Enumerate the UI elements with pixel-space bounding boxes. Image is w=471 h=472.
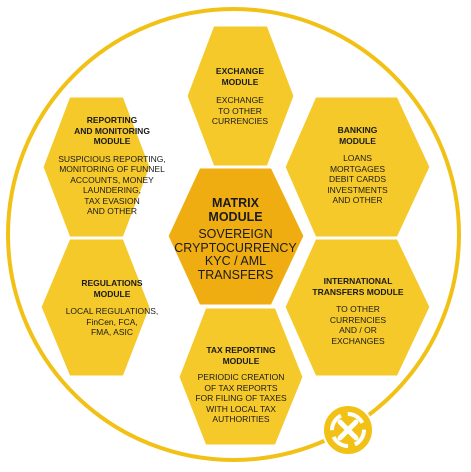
matrix-logo-icon bbox=[322, 404, 374, 456]
banking-module-title: BANKING MODULE bbox=[337, 125, 378, 146]
regulations-module-title: REGULATIONS MODULE bbox=[81, 278, 143, 299]
regulations-module-body: LOCAL REGULATIONS, FinCen, FCA, FMA, ASI… bbox=[65, 306, 159, 337]
hex-international bbox=[282, 236, 433, 379]
international-module-title: INTERNATIONAL TRANSFERS MODULE bbox=[312, 276, 404, 297]
outer-ring bbox=[6, 7, 461, 462]
reporting-module-body: SUSPICIOUS REPORTING, MONITORING OF FUNN… bbox=[58, 153, 166, 217]
regulations-module: REGULATIONS MODULE LOCAL REGULATIONS, Fi… bbox=[48, 278, 176, 338]
tax-module-title: TAX REPORTING MODULE bbox=[206, 345, 276, 366]
exchange-module-title: EXCHANGE MODULE bbox=[215, 66, 265, 87]
exchange-module-body: EXCHANGE TO OTHER CURRENCIES bbox=[211, 95, 269, 126]
international-module-body: TO OTHER CURRENCIES AND / OR EXCHANGES bbox=[329, 304, 387, 346]
international-module: INTERNATIONAL TRANSFERS MODULE TO OTHER … bbox=[292, 276, 424, 346]
banking-module: BANKING MODULE LOANS MORTGAGES DEBIT CAR… bbox=[300, 125, 415, 206]
tax-module-body: PERIODIC CREATION OF TAX REPORTS FOR FIL… bbox=[195, 372, 287, 424]
tax-module: TAX REPORTING MODULE PERIODIC CREATION O… bbox=[181, 345, 301, 425]
matrix-module-title: MATRIX MODULE bbox=[208, 196, 263, 224]
reporting-module: REPORTING AND MONITORING MODULE SUSPICIO… bbox=[44, 115, 180, 217]
reporting-module-title: REPORTING AND MONITORING MODULE bbox=[74, 115, 150, 146]
exchange-module: EXCHANGE MODULE EXCHANGE TO OTHER CURREN… bbox=[190, 66, 290, 127]
matrix-module-body: SOVEREIGN CRYPTOCURRENCY KYC / AML TRANS… bbox=[174, 227, 297, 282]
hex-regulations bbox=[38, 236, 153, 379]
matrix-module: MATRIX MODULE SOVEREIGN CRYPTOCURRENCY K… bbox=[170, 196, 301, 282]
hex-tax bbox=[176, 305, 306, 448]
banking-module-body: LOANS MORTGAGES DEBIT CARDS INVESTMENTS … bbox=[327, 153, 388, 205]
